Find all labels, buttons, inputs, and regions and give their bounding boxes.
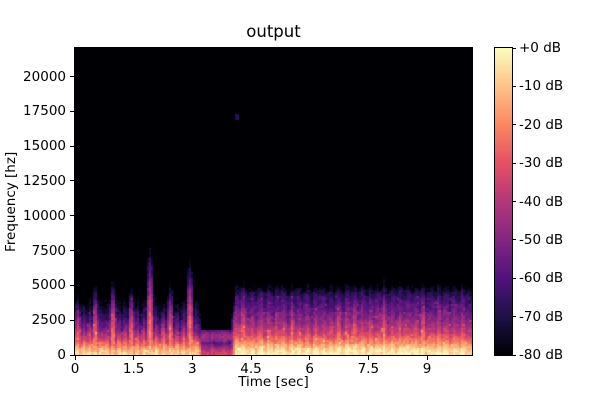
colorbar-tick-mark xyxy=(512,85,516,87)
colorbar-tick-label: -80 dB xyxy=(519,347,564,363)
colorbar-tick-mark xyxy=(512,316,516,318)
colorbar-gradient xyxy=(495,48,512,355)
y-tick-mark xyxy=(70,354,75,356)
colorbar-tick-label: -10 dB xyxy=(519,78,564,95)
x-tick-mark xyxy=(191,355,193,360)
colorbar-tick-label: -50 dB xyxy=(519,231,564,248)
colorbar-tick-mark xyxy=(512,162,516,164)
y-tick-label: 7500 xyxy=(31,242,66,259)
colorbar-tick-mark xyxy=(512,277,516,279)
colorbar-tick-mark xyxy=(512,201,516,202)
x-tick-label: 6 xyxy=(305,361,314,377)
x-tick-label: 4.5 xyxy=(240,361,262,377)
x-tick-mark xyxy=(426,355,428,360)
spectrogram-heatmap xyxy=(75,48,472,355)
y-tick-mark xyxy=(70,76,75,78)
x-tick-mark xyxy=(74,355,76,360)
y-tick-mark xyxy=(70,145,75,147)
y-tick-label: 20000 xyxy=(23,68,66,85)
x-tick-label: 1.5 xyxy=(122,361,145,377)
colorbar xyxy=(494,47,513,356)
y-tick-label: 17500 xyxy=(23,103,66,120)
colorbar-tick-label: +0 dB xyxy=(519,40,562,56)
y-tick-mark xyxy=(70,110,75,112)
colorbar-tick-mark xyxy=(512,354,516,356)
y-tick-mark xyxy=(70,284,75,286)
x-tick-label: 7.5 xyxy=(357,361,380,377)
chart-title: output xyxy=(246,22,301,41)
y-tick-label: 15000 xyxy=(23,138,66,155)
y-tick-label: 12500 xyxy=(23,172,66,189)
x-tick-mark xyxy=(250,355,252,360)
colorbar-tick-label: -70 dB xyxy=(519,308,564,325)
x-tick-mark xyxy=(309,355,311,360)
y-tick-label: 5000 xyxy=(31,277,66,294)
y-tick-mark xyxy=(70,180,75,182)
y-tick-mark xyxy=(70,319,75,321)
x-tick-label: 9 xyxy=(422,361,432,377)
x-tick-mark xyxy=(133,355,135,360)
colorbar-tick-mark xyxy=(512,124,516,126)
x-axis-label: Time [sec] xyxy=(238,374,309,390)
y-tick-mark xyxy=(70,250,75,252)
colorbar-tick-label: -40 dB xyxy=(519,193,564,210)
y-tick-label: 10000 xyxy=(23,207,66,224)
y-tick-label: 2500 xyxy=(31,312,66,329)
colorbar-tick-mark xyxy=(512,239,516,241)
y-axis-label: Frequency [hz] xyxy=(3,151,19,252)
x-tick-label: 3 xyxy=(188,361,197,377)
y-tick-label: 0 xyxy=(57,347,66,363)
colorbar-tick-label: -20 dB xyxy=(519,116,564,133)
colorbar-tick-label: -60 dB xyxy=(519,270,564,287)
colorbar-tick-mark xyxy=(512,47,516,49)
x-tick-mark xyxy=(367,355,369,360)
x-tick-label: 0 xyxy=(70,361,80,377)
colorbar-tick-label: -30 dB xyxy=(519,155,564,172)
y-tick-mark xyxy=(70,215,75,217)
